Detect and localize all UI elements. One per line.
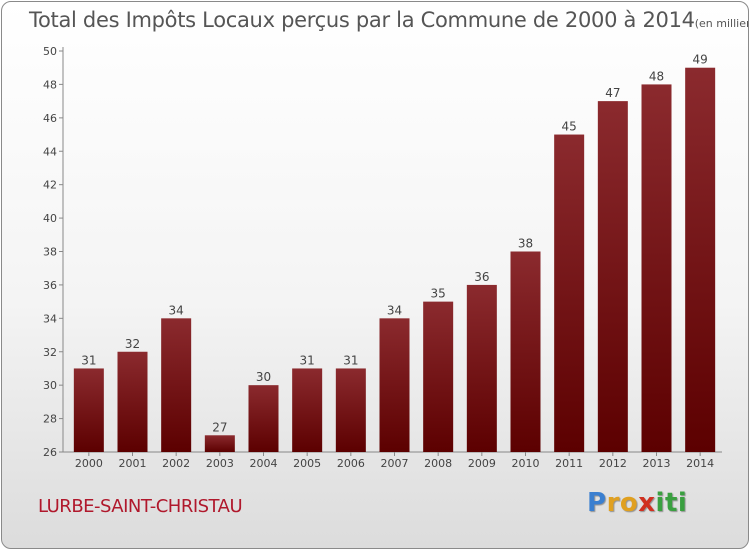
bar — [248, 385, 279, 452]
bar — [685, 67, 716, 452]
bar-value-label: 35 — [431, 287, 446, 301]
x-tick-label: 2011 — [555, 457, 583, 470]
x-tick-label: 2010 — [512, 457, 540, 470]
bar — [117, 351, 148, 452]
bar-value-label: 34 — [169, 303, 184, 317]
bar — [423, 301, 454, 452]
bar-value-label: 48 — [649, 69, 664, 83]
bar — [161, 318, 192, 452]
bar-value-label: 45 — [562, 120, 577, 134]
x-tick-label: 2002 — [162, 457, 190, 470]
bar-value-label: 34 — [387, 303, 402, 317]
x-tick-label: 2013 — [643, 457, 671, 470]
title-main: Total des Impôts Locaux perçus par la Co… — [29, 8, 695, 32]
bar — [379, 318, 410, 452]
bar-value-label: 30 — [256, 370, 271, 384]
y-tick-label: 34 — [43, 312, 57, 325]
bar-value-label: 31 — [81, 353, 96, 367]
logo-letter: P — [587, 488, 607, 518]
logo-letter: i — [655, 488, 665, 518]
bar-value-label: 31 — [300, 353, 315, 367]
commune-name: LURBE-SAINT-CHRISTAU — [38, 496, 243, 517]
bars: 31 32 34 27 30 31 31 34 35 36 38 45 47 48 49 — [73, 53, 716, 453]
x-tick-label: 2000 — [75, 457, 103, 470]
x-tick-label: 2007 — [381, 457, 409, 470]
bar — [510, 251, 541, 452]
bar — [335, 368, 366, 452]
bar-value-label: 49 — [693, 53, 708, 67]
bar — [554, 134, 585, 452]
x-tick-label: 2009 — [468, 457, 496, 470]
bar — [466, 284, 497, 452]
x-tick-label: 2014 — [686, 457, 714, 470]
bar — [641, 84, 672, 453]
y-tick-label: 32 — [43, 346, 57, 359]
x-tick-label: 2008 — [424, 457, 452, 470]
y-tick-label: 40 — [43, 212, 57, 225]
logo-letter: x — [638, 488, 656, 518]
x-tick-label: 2005 — [293, 457, 321, 470]
chart-title: Total des Impôts Locaux perçus par la Co… — [29, 8, 748, 32]
bar — [597, 101, 628, 452]
logo-letter: o — [619, 488, 639, 518]
y-tick-label: 26 — [43, 446, 57, 459]
y-tick-label: 36 — [43, 279, 57, 292]
x-tick-label: 2006 — [337, 457, 365, 470]
proxiti-logo: Proxiti — [587, 488, 687, 518]
x-tick-label: 2003 — [206, 457, 234, 470]
logo-letter: t — [664, 488, 678, 518]
bar-value-label: 31 — [343, 353, 358, 367]
y-tick-label: 48 — [43, 78, 57, 91]
x-tick-label: 2001 — [119, 457, 147, 470]
bar — [292, 368, 323, 452]
y-tick-label: 28 — [43, 413, 57, 426]
logo-letter: r — [606, 488, 620, 518]
x-tick-label: 2012 — [599, 457, 627, 470]
y-tick-label: 44 — [43, 145, 57, 158]
y-tick-label: 30 — [43, 379, 57, 392]
bar — [204, 435, 235, 452]
x-tick-label: 2004 — [250, 457, 278, 470]
y-tick-label: 46 — [43, 112, 57, 125]
axes: 26 28 30 32 34 36 38 40 42 44 46 48 50 2000 2001 2002 20… — [43, 45, 722, 470]
y-tick-label: 38 — [43, 246, 57, 259]
title-unit: (en milliers d'€) — [694, 17, 748, 30]
bar-value-label: 36 — [474, 270, 489, 284]
y-tick-label: 42 — [43, 179, 57, 192]
logo-letter: i — [677, 488, 688, 518]
bar-value-label: 47 — [605, 86, 620, 100]
bar-value-label: 38 — [518, 237, 533, 251]
y-tick-label: 50 — [43, 45, 57, 58]
bar — [73, 368, 104, 452]
bar-value-label: 32 — [125, 337, 140, 351]
bar-value-label: 27 — [212, 420, 227, 434]
